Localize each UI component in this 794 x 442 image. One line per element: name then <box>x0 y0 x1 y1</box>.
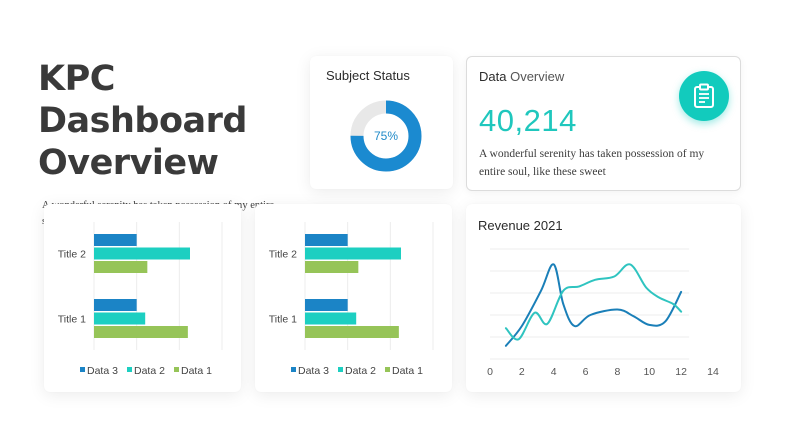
bar2-legend-label: Data 3 <box>298 365 329 377</box>
bar1-bar-data-3-title-1 <box>94 299 137 311</box>
bar2-legend-label: Data 1 <box>392 365 423 377</box>
revenue-card: Revenue 2021 0 2 4 6 8 10 12 14 <box>466 204 741 392</box>
data-overview-card: Data Overview 40,214 A wonderful serenit… <box>466 56 741 191</box>
revenue-line-chart: 0 2 4 6 8 10 12 14 <box>487 248 719 378</box>
revenue-x-tick: 12 <box>675 366 687 378</box>
overview-description: A wonderful serenity has taken possessio… <box>479 148 705 178</box>
bar1-legend-swatch <box>80 367 85 372</box>
revenue-x-tick: 14 <box>707 366 719 378</box>
bar1-legend-swatch <box>174 367 179 372</box>
page-title-line2: Overview <box>38 143 219 183</box>
bar1-bar-data-3-title-2 <box>94 234 137 246</box>
status-donut: 75% <box>348 98 424 174</box>
bar-chart-1: Title 1 Title 2 Data 3 Data 2 Data 1 <box>58 222 223 377</box>
bar2-bar-data-1-title-2 <box>305 261 359 273</box>
bar1-category-label: Title 1 <box>58 314 86 326</box>
bar2-bar-data-2-title-1 <box>305 312 357 325</box>
bar1-bar-data-1-title-1 <box>94 326 188 338</box>
bar1-legend-label: Data 2 <box>134 365 165 377</box>
bar2-bar-data-1-title-1 <box>305 326 399 338</box>
overview-value: 40,214 <box>479 103 577 138</box>
bar1-bar-data-2-title-2 <box>94 247 190 260</box>
page-title: KPC Dashboard Overview <box>38 58 313 184</box>
data-overview-title-light: Overview <box>506 69 565 84</box>
bar2-category-label: Title 2 <box>269 249 297 261</box>
bar2-bar-data-3-title-1 <box>305 299 348 311</box>
revenue-x-tick: 8 <box>615 366 621 378</box>
bar-chart-card-1: Title 1 Title 2 Data 3 Data 2 Data 1 <box>44 204 241 392</box>
clipboard-badge <box>679 71 729 121</box>
bar2-legend-swatch <box>385 367 390 372</box>
data-overview-title: Data Overview <box>479 69 564 84</box>
clipboard-icon <box>694 83 714 108</box>
donut-percent-label: 75% <box>373 129 399 143</box>
revenue-series-line-2 <box>504 263 683 341</box>
revenue-x-tick: 6 <box>583 366 589 378</box>
bar1-legend-label: Data 1 <box>181 365 212 377</box>
bar1-legend-swatch <box>127 367 132 372</box>
bar2-legend-label: Data 2 <box>345 365 376 377</box>
bar2-category-label: Title 1 <box>269 314 297 326</box>
revenue-x-tick: 4 <box>551 366 557 378</box>
bar1-bar-data-1-title-2 <box>94 261 148 273</box>
bar-chart-2: Title 1 Title 2 Data 3 Data 2 Data 1 <box>269 222 434 377</box>
revenue-title: Revenue 2021 <box>478 218 563 233</box>
bar1-legend-label: Data 3 <box>87 365 118 377</box>
bar1-category-label: Title 2 <box>58 249 86 261</box>
bar2-bar-data-2-title-2 <box>305 247 401 260</box>
revenue-series-line-1 <box>504 263 683 347</box>
bar2-legend-swatch <box>291 367 296 372</box>
bar2-legend-swatch <box>338 367 343 372</box>
revenue-x-tick: 0 <box>487 366 493 378</box>
donut-progress <box>350 100 422 172</box>
revenue-x-tick: 10 <box>643 366 655 378</box>
subject-status-card: Subject Status 75% <box>310 56 453 189</box>
revenue-x-tick: 2 <box>519 366 525 378</box>
page-title-line1: KPC Dashboard <box>38 59 247 141</box>
bar1-bar-data-2-title-1 <box>94 312 146 325</box>
bar2-bar-data-3-title-2 <box>305 234 348 246</box>
bar-chart-card-2: Title 1 Title 2 Data 3 Data 2 Data 1 <box>255 204 452 392</box>
subject-status-title: Subject Status <box>326 68 410 83</box>
data-overview-title-bold: Data <box>479 69 507 84</box>
